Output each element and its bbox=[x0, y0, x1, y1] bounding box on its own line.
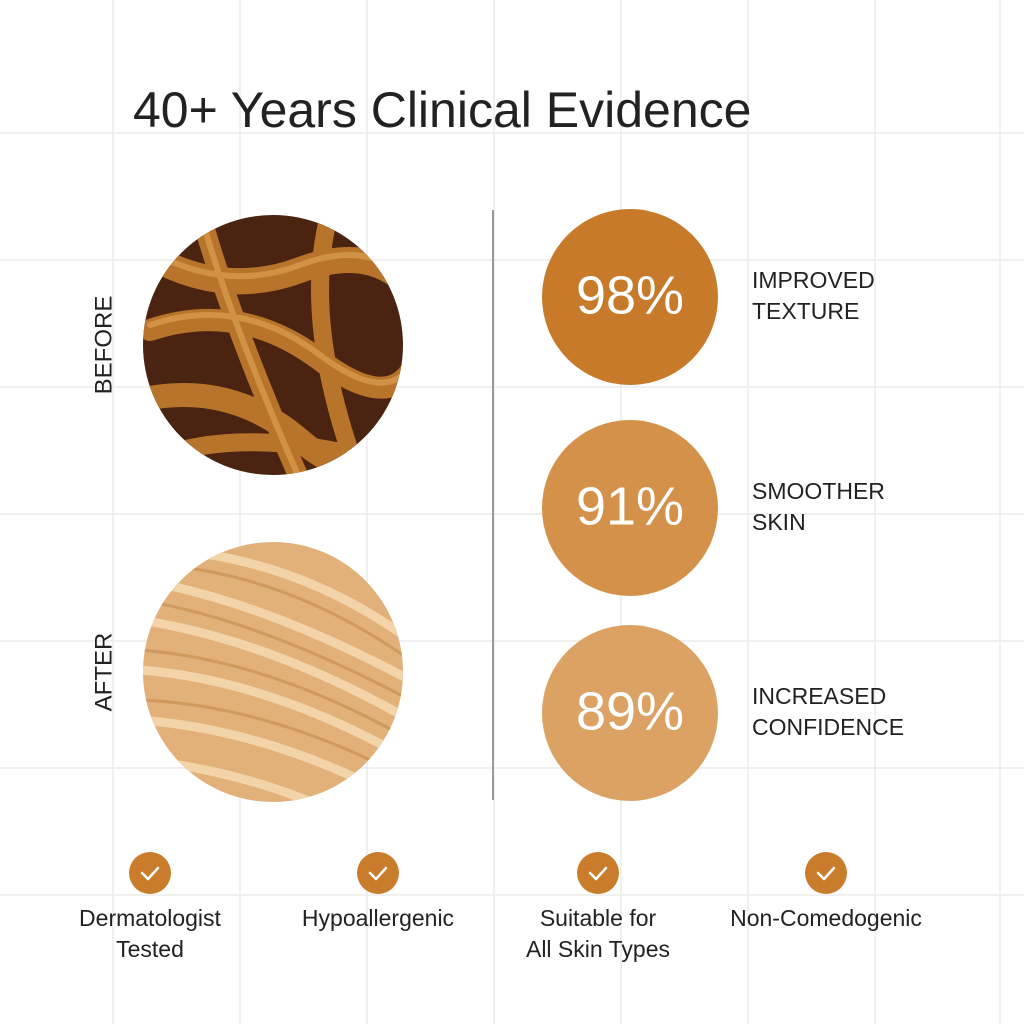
check-mark bbox=[368, 866, 388, 881]
stat-label: SKIN bbox=[752, 509, 806, 535]
stat-label: IMPROVED bbox=[752, 267, 875, 293]
badge-label: Non-Comedogenic bbox=[730, 905, 922, 931]
stat-circle bbox=[542, 420, 718, 596]
stat-label: TEXTURE bbox=[752, 298, 859, 324]
check-icon bbox=[129, 852, 171, 894]
check-icon bbox=[577, 852, 619, 894]
stat-value: 91% bbox=[576, 476, 684, 536]
check-icon bbox=[805, 852, 847, 894]
badge-label: Suitable for bbox=[540, 905, 657, 931]
stat-label: INCREASED bbox=[752, 683, 886, 709]
after-image bbox=[143, 542, 403, 802]
after-label: AFTER bbox=[90, 633, 117, 712]
check-icon bbox=[357, 852, 399, 894]
stat-circle bbox=[542, 209, 718, 385]
badge-label: Hypoallergenic bbox=[302, 905, 454, 931]
badge-label: Dermatologist bbox=[79, 905, 221, 931]
stat-label: SMOOTHER bbox=[752, 478, 885, 504]
badge-label: Tested bbox=[116, 936, 184, 962]
title: 40+ Years Clinical Evidence bbox=[133, 82, 751, 138]
check-mark bbox=[816, 866, 836, 881]
stat-circle bbox=[542, 625, 718, 801]
stat-label: CONFIDENCE bbox=[752, 714, 904, 740]
stat-value: 89% bbox=[576, 681, 684, 741]
check-mark bbox=[140, 866, 160, 881]
before-label: BEFORE bbox=[90, 296, 117, 395]
check-mark bbox=[588, 866, 608, 881]
content: 98% IMPROVED TEXTURE 91% SMOOTHER SKIN 89% INCR… bbox=[79, 209, 922, 962]
badge-label: All Skin Types bbox=[526, 936, 670, 962]
stat-value: 98% bbox=[576, 265, 684, 325]
before-image bbox=[143, 215, 403, 475]
